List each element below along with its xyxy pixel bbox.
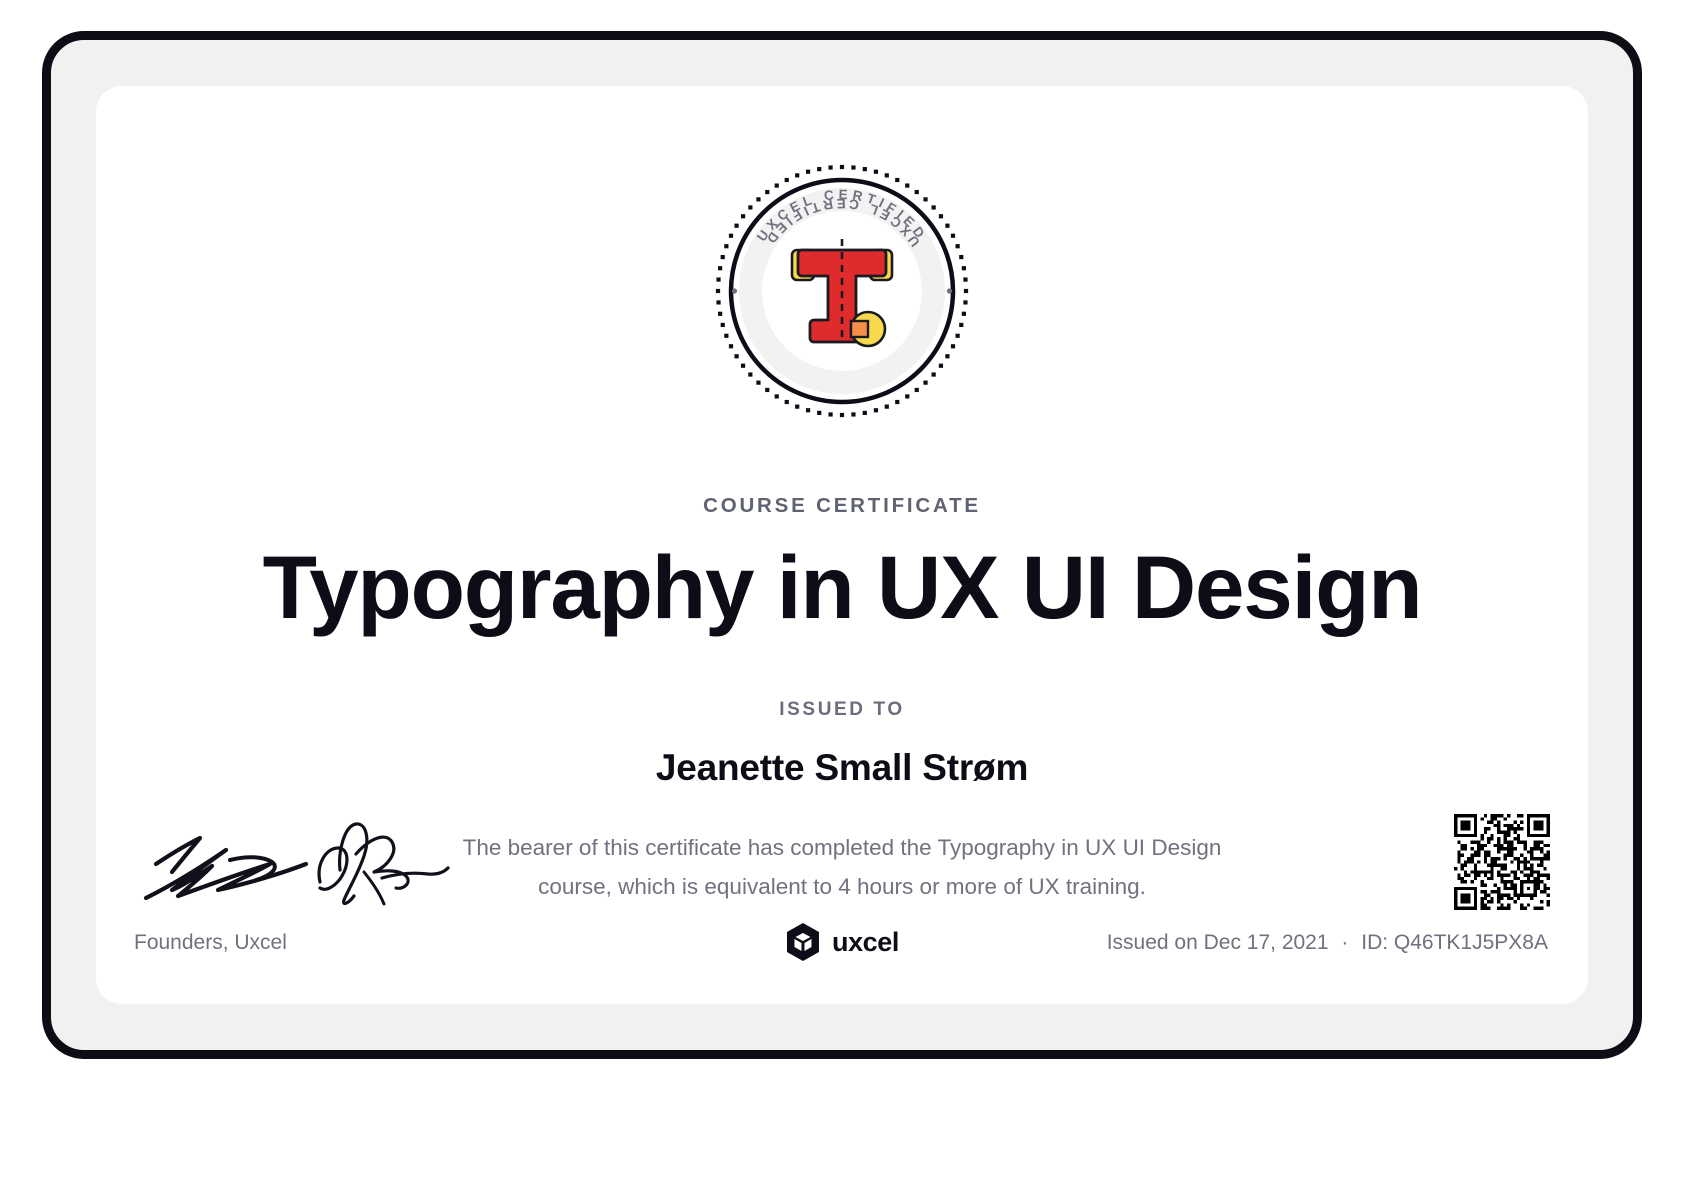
issue-metadata: Issued on Dec 17, 2021 · ID: Q46TK1J5PX8…: [1107, 931, 1548, 955]
course-certificate-kicker: COURSE CERTIFICATE: [703, 494, 981, 517]
founders-caption: Founders, Uxcel: [134, 931, 287, 954]
seal-outline-circle: [728, 177, 956, 405]
uxcel-brand-name: uxcel: [831, 926, 900, 957]
course-title: Typography in UX UI Design: [262, 537, 1423, 637]
issued-to-label: ISSUED TO: [779, 699, 905, 720]
seal-ring-separator-left: [731, 288, 738, 294]
seal-dotted-ring: [715, 164, 969, 418]
issued-on-text: Issued on Dec 17, 2021: [1106, 931, 1329, 954]
certificate-id-text: ID: Q46TK1J5PX8A: [1361, 931, 1548, 954]
seal-monogram-t: [790, 239, 894, 348]
signature-two: [317, 822, 450, 906]
signature-one: [143, 835, 309, 901]
uxcel-brand-logo: uxcel: [785, 922, 899, 962]
certificate-frame: UXCEL CERTIFIED UXCEL CERTIFIED: [42, 31, 1642, 1059]
founders-signatures: [134, 820, 454, 912]
description-line-2: course, which is equivalent to 4 hours o…: [538, 873, 1146, 899]
recipient-name: Jeanette Small Strøm: [655, 747, 1029, 788]
meta-separator: ·: [1341, 931, 1349, 954]
certificate-description: The bearer of this certificate has compl…: [462, 829, 1222, 906]
uxcel-certified-seal: UXCEL CERTIFIED UXCEL CERTIFIED: [711, 160, 973, 422]
certificate-footer: Founders, Uxcel uxcel Issued on Dec 17, …: [96, 814, 1588, 1004]
seal-ring-separator-right: [946, 288, 953, 294]
description-line-1: The bearer of this certificate has compl…: [462, 835, 1222, 860]
certificate-qr-code[interactable]: [1454, 814, 1550, 910]
uxcel-cube-hexagon-icon: [786, 923, 819, 961]
monogram-orange-square: [849, 319, 870, 339]
certificate-card: UXCEL CERTIFIED UXCEL CERTIFIED: [96, 86, 1588, 1004]
